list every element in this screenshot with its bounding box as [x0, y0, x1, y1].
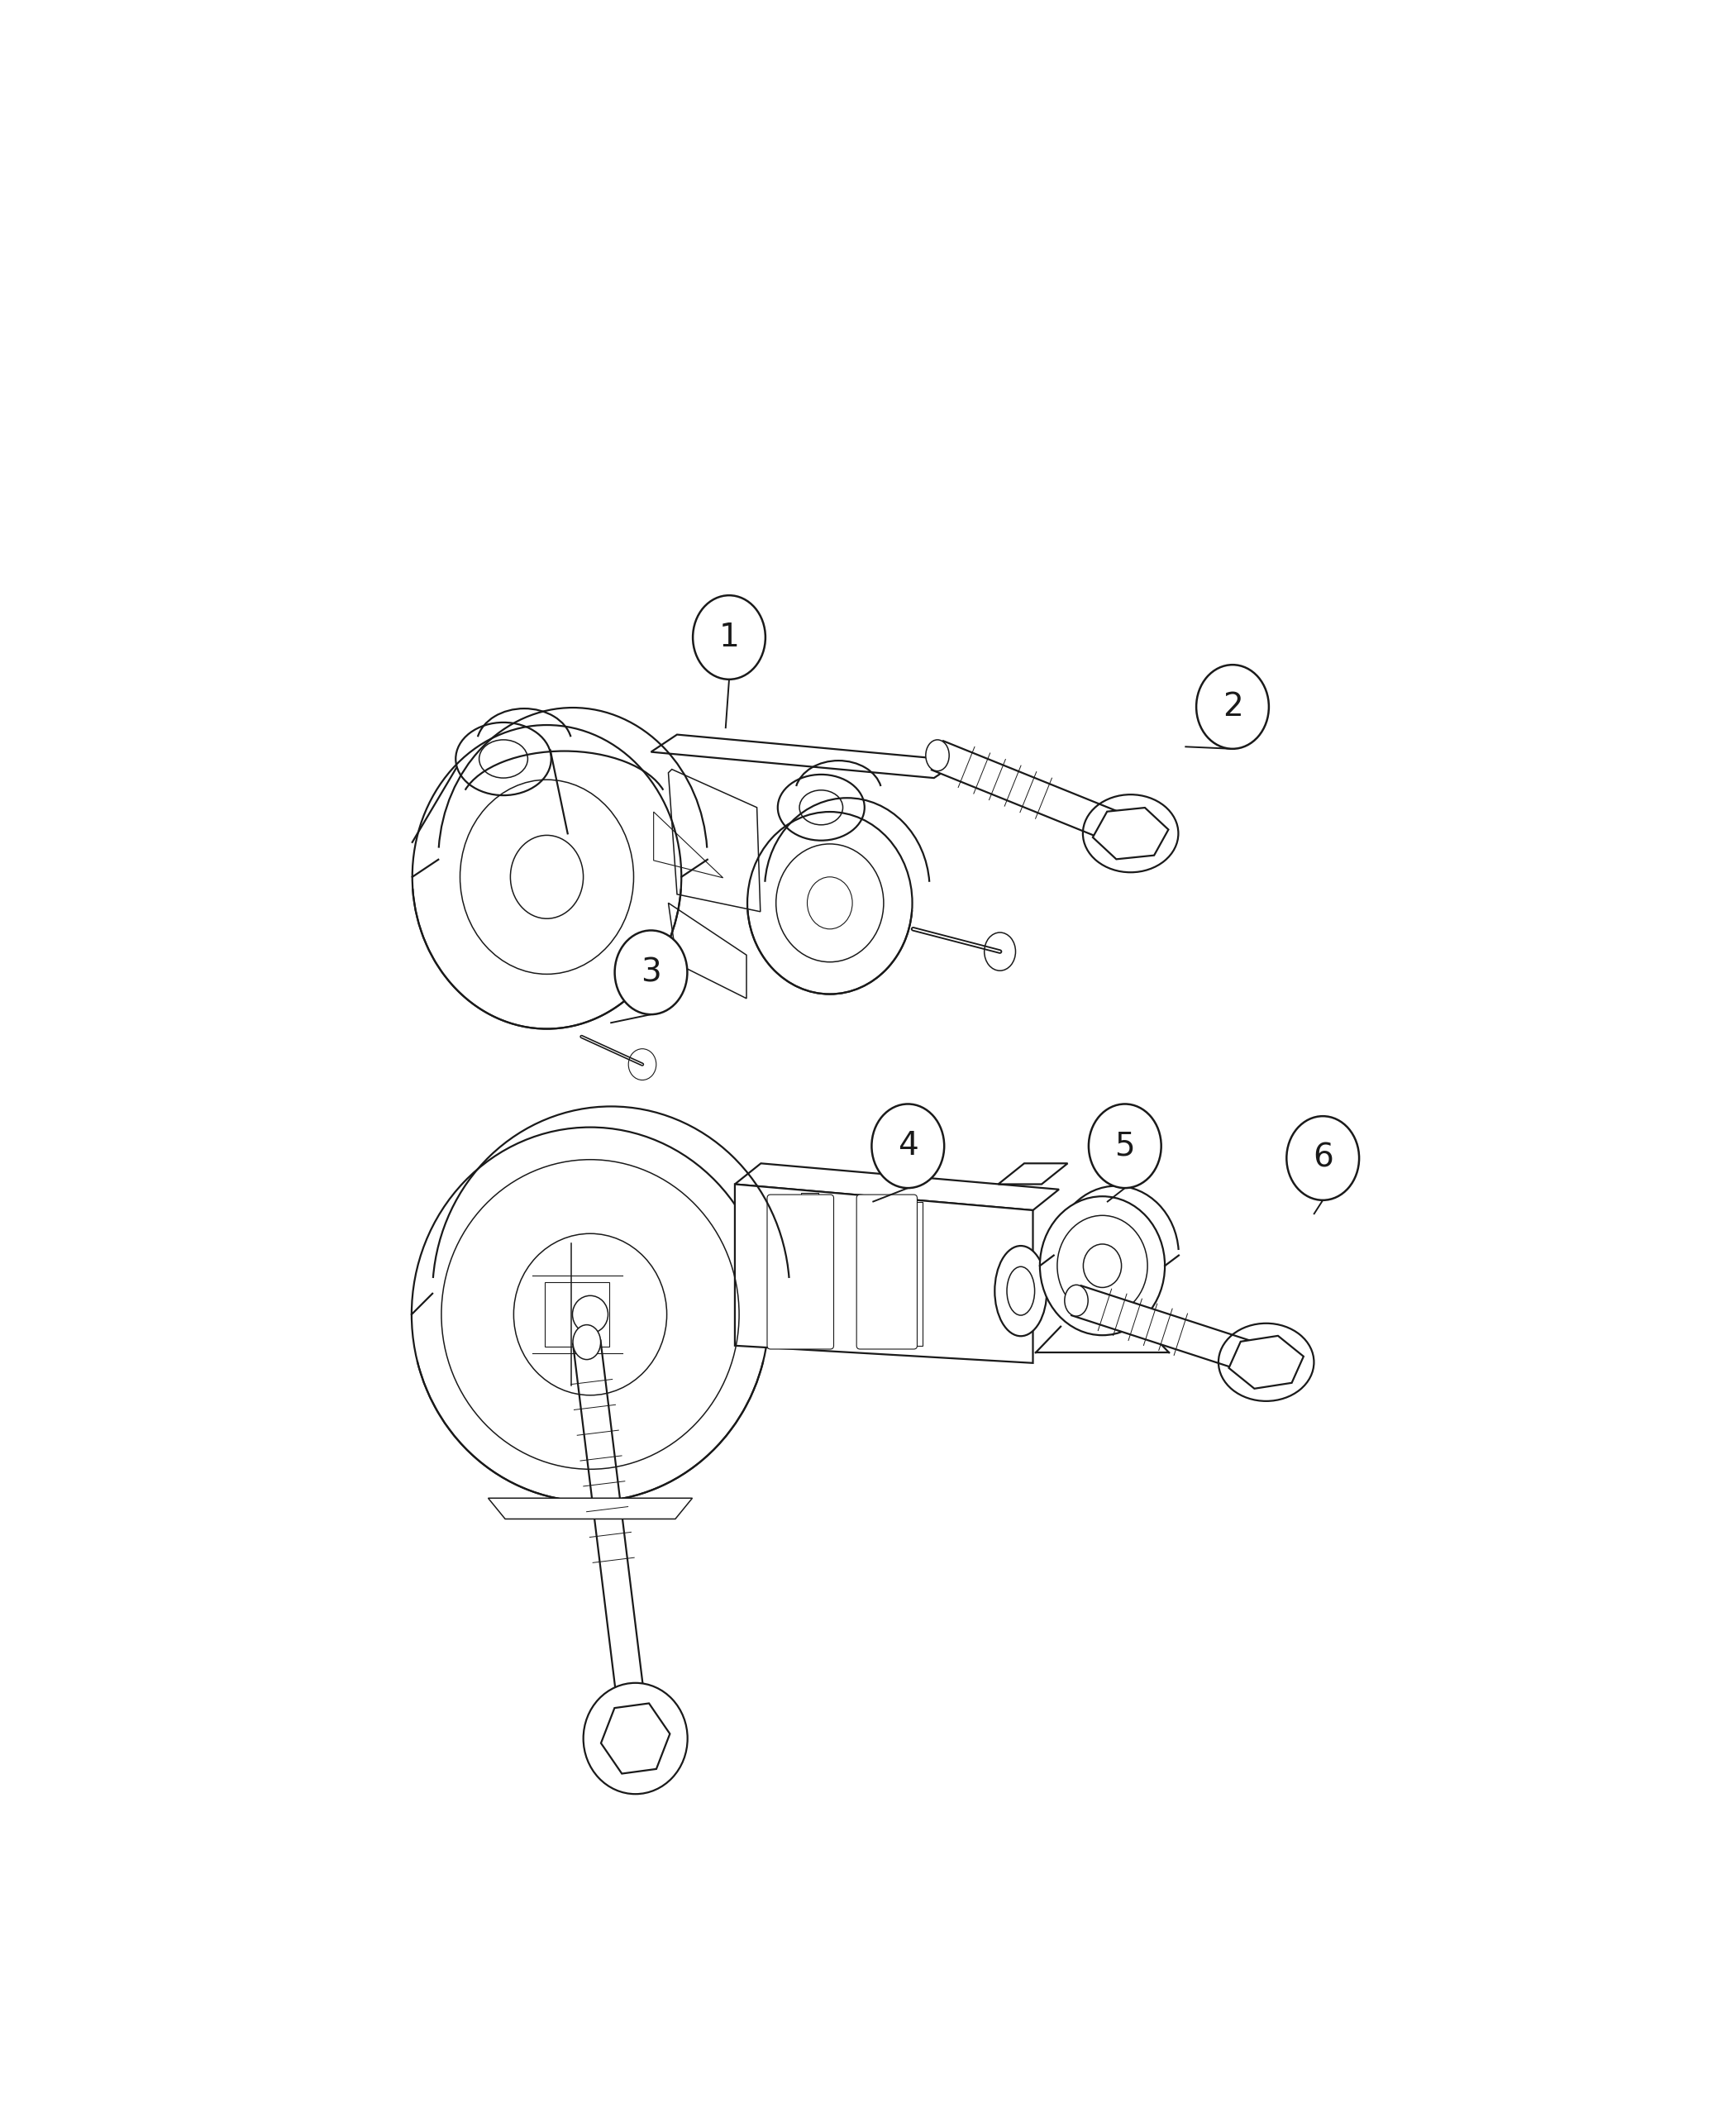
Text: 3: 3: [641, 957, 661, 989]
Polygon shape: [932, 740, 1137, 847]
Polygon shape: [601, 1703, 670, 1773]
Polygon shape: [1092, 807, 1168, 860]
Polygon shape: [800, 1193, 818, 1343]
FancyBboxPatch shape: [856, 1195, 917, 1349]
Ellipse shape: [1040, 1197, 1165, 1334]
Ellipse shape: [925, 740, 950, 772]
FancyBboxPatch shape: [767, 1195, 833, 1349]
Ellipse shape: [615, 930, 687, 1014]
Polygon shape: [488, 1499, 693, 1520]
Ellipse shape: [693, 594, 766, 679]
Ellipse shape: [1196, 664, 1269, 748]
Ellipse shape: [1088, 1105, 1161, 1189]
Ellipse shape: [871, 1105, 944, 1189]
Text: 2: 2: [1222, 691, 1243, 723]
Ellipse shape: [1286, 1115, 1359, 1199]
Text: 1: 1: [719, 622, 740, 653]
Polygon shape: [998, 1164, 1068, 1185]
Polygon shape: [734, 1164, 1059, 1210]
Text: 6: 6: [1312, 1143, 1333, 1174]
Polygon shape: [573, 1341, 649, 1741]
Polygon shape: [1071, 1286, 1271, 1377]
Text: 5: 5: [1115, 1130, 1135, 1162]
Text: 4: 4: [898, 1130, 918, 1162]
Ellipse shape: [573, 1324, 601, 1360]
Ellipse shape: [411, 1128, 769, 1501]
Ellipse shape: [583, 1682, 687, 1794]
Ellipse shape: [1064, 1286, 1088, 1315]
Polygon shape: [1229, 1336, 1304, 1389]
Polygon shape: [904, 1202, 922, 1345]
Polygon shape: [734, 1185, 1033, 1364]
Ellipse shape: [995, 1246, 1047, 1336]
